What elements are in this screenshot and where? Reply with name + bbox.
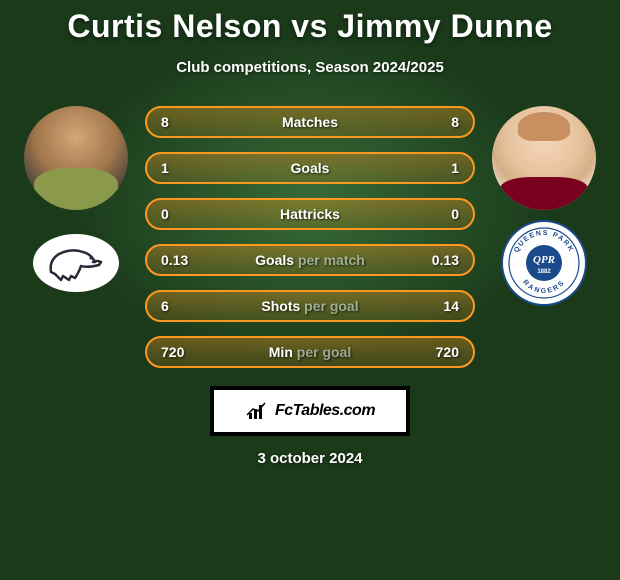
- stat-p2-value: 0.13: [419, 252, 459, 268]
- player2-avatar: [492, 106, 596, 210]
- date-label: 3 october 2024: [0, 450, 620, 467]
- stat-label: Hattricks: [280, 206, 340, 222]
- stat-p1-value: 0: [161, 206, 201, 222]
- stat-p1-value: 1: [161, 160, 201, 176]
- comparison-panel: 8 Matches 8 1 Goals 1 0 Hattricks 0 0.13 Goals per…: [0, 106, 620, 368]
- stat-p1-value: 8: [161, 114, 201, 130]
- svg-text:QPR: QPR: [533, 254, 555, 266]
- stat-label: Min per goal: [269, 344, 351, 360]
- stat-bar: 8 Matches 8: [145, 106, 475, 138]
- stat-label: Goals per match: [255, 252, 365, 268]
- stat-p2-value: 0: [419, 206, 459, 222]
- stat-label: Shots per goal: [261, 298, 358, 314]
- svg-text:1882: 1882: [537, 269, 551, 275]
- chart-icon: [245, 401, 269, 421]
- stat-bar: 0.13 Goals per match 0.13: [145, 244, 475, 276]
- stat-bar: 0 Hattricks 0: [145, 198, 475, 230]
- stat-p2-value: 8: [419, 114, 459, 130]
- player2-club-logo: QUEENS PARK RANGERS QPR 1882: [499, 228, 589, 298]
- stat-p2-value: 720: [419, 344, 459, 360]
- subtitle: Club competitions, Season 2024/2025: [0, 59, 620, 76]
- player1-club-logo: [31, 228, 121, 298]
- stat-p2-value: 14: [419, 298, 459, 314]
- stat-p1-value: 6: [161, 298, 201, 314]
- stat-label: Goals: [291, 160, 330, 176]
- stat-label: Matches: [282, 114, 338, 130]
- stat-bar: 6 Shots per goal 14: [145, 290, 475, 322]
- player2-side: QUEENS PARK RANGERS QPR 1882: [489, 106, 599, 298]
- player1-side: [21, 106, 131, 298]
- stat-p2-value: 1: [419, 160, 459, 176]
- stat-bar: 1 Goals 1: [145, 152, 475, 184]
- player1-avatar: [24, 106, 128, 210]
- brand-attribution: FcTables.com: [210, 386, 410, 436]
- stats-list: 8 Matches 8 1 Goals 1 0 Hattricks 0 0.13 Goals per…: [145, 106, 475, 368]
- page-title: Curtis Nelson vs Jimmy Dunne: [0, 8, 620, 45]
- stat-bar: 720 Min per goal 720: [145, 336, 475, 368]
- stat-p1-value: 0.13: [161, 252, 201, 268]
- stat-p1-value: 720: [161, 344, 201, 360]
- brand-name: FcTables.com: [275, 402, 375, 420]
